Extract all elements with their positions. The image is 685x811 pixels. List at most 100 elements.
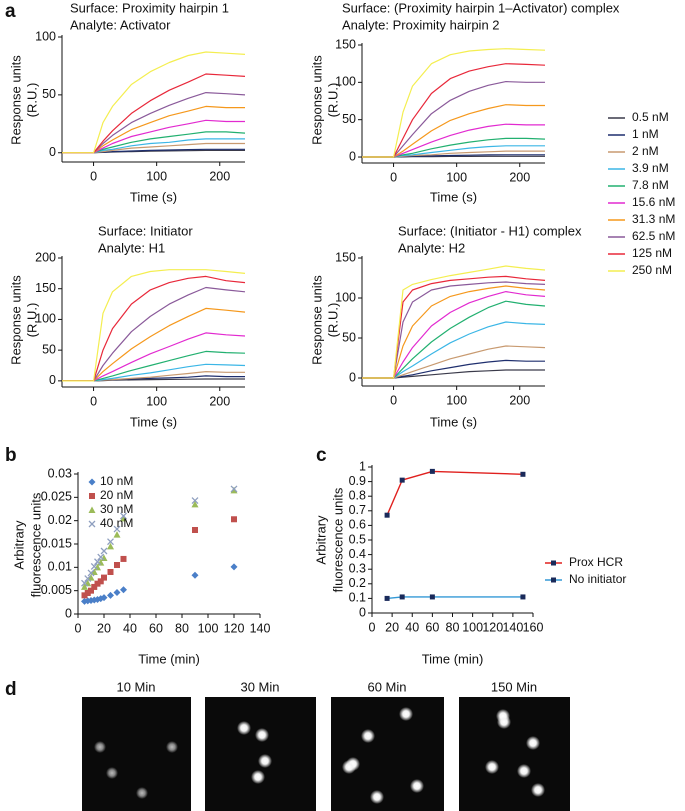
y-tick-label: 0 bbox=[49, 145, 56, 159]
y-tick-label: 0.1 bbox=[349, 591, 366, 605]
marker bbox=[90, 568, 98, 575]
series-line bbox=[62, 138, 245, 154]
marker bbox=[520, 471, 526, 477]
legend-label: 40 nM bbox=[100, 516, 133, 530]
x-tick-label: 0 bbox=[369, 620, 376, 634]
marker bbox=[192, 527, 198, 533]
y-tick-label: 50 bbox=[342, 112, 356, 126]
marker bbox=[87, 569, 95, 577]
y-axis-label: Response units bbox=[309, 275, 324, 365]
marker bbox=[120, 514, 127, 522]
marker bbox=[429, 594, 435, 600]
series-line bbox=[362, 81, 545, 158]
x-tick-label: 60 bbox=[425, 620, 439, 634]
marker bbox=[230, 563, 238, 571]
legend-marker bbox=[551, 577, 556, 583]
y-tick-label: 0.7 bbox=[349, 503, 366, 517]
legend-label: 0.5 nM bbox=[632, 110, 669, 124]
image-label: 30 Min bbox=[240, 679, 279, 694]
series-line bbox=[62, 92, 246, 154]
y-tick-label: 0.5 bbox=[349, 532, 366, 546]
chart-title: Surface: Proximity hairpin 1 bbox=[70, 0, 229, 15]
series-line bbox=[362, 345, 546, 379]
marker bbox=[84, 575, 92, 582]
series-line bbox=[362, 321, 546, 379]
x-tick-label: 140 bbox=[502, 620, 523, 634]
panel-label: b bbox=[5, 445, 17, 466]
chart-subtitle: Analyte: Activator bbox=[70, 17, 171, 32]
y-tick-label: 0.02 bbox=[48, 513, 72, 527]
series-line bbox=[362, 123, 545, 158]
micrographs: 10 Min 30 Min 60 Min 150 Min bbox=[82, 679, 570, 811]
marker bbox=[94, 558, 101, 566]
legend-label: 20 nM bbox=[100, 488, 133, 502]
y-tick-label: 0.8 bbox=[349, 488, 366, 502]
y-tick-label: 100 bbox=[35, 29, 56, 43]
chart-subtitle: Analyte: H2 bbox=[398, 240, 465, 255]
marker bbox=[107, 542, 114, 550]
x-axis-label: Time (s) bbox=[130, 414, 177, 429]
x-tick-label: 20 bbox=[97, 621, 111, 635]
legend-marker bbox=[88, 478, 96, 486]
series-line bbox=[362, 291, 546, 379]
marker bbox=[120, 555, 127, 562]
legend-marker bbox=[88, 520, 96, 528]
y-axis-label: fluorescence units bbox=[28, 492, 43, 597]
series-line bbox=[62, 142, 245, 154]
marker bbox=[429, 468, 435, 474]
series-line bbox=[362, 300, 546, 379]
marker bbox=[90, 562, 98, 570]
y-axis-label: Arbitrary bbox=[11, 520, 26, 570]
series-line bbox=[62, 269, 246, 382]
marker bbox=[113, 589, 121, 597]
y-tick-label: 0.01 bbox=[48, 560, 72, 574]
x-tick-label: 200 bbox=[509, 393, 530, 407]
x-axis-label: Time (s) bbox=[430, 189, 477, 204]
y-axis-label: fluorescence units bbox=[330, 487, 345, 592]
marker bbox=[100, 547, 108, 555]
image-label: 150 Min bbox=[491, 679, 537, 694]
y-tick-label: 200 bbox=[35, 250, 56, 264]
series-line bbox=[387, 596, 523, 600]
marker bbox=[100, 594, 108, 602]
legend-marker bbox=[551, 560, 556, 566]
chart-subtitle: Analyte: Proximity hairpin 2 bbox=[342, 17, 500, 32]
series-line bbox=[362, 63, 546, 158]
marker bbox=[107, 591, 114, 599]
marker bbox=[191, 571, 199, 579]
micrograph bbox=[205, 697, 316, 811]
x-tick-label: 80 bbox=[446, 620, 460, 634]
x-tick-label: 0 bbox=[75, 621, 82, 635]
marker bbox=[113, 525, 121, 533]
legend-label: No initiator bbox=[569, 572, 626, 586]
y-tick-label: 0 bbox=[49, 373, 56, 387]
legend-marker bbox=[89, 493, 95, 499]
series-line bbox=[362, 265, 546, 379]
x-tick-label: 120 bbox=[482, 620, 503, 634]
marker bbox=[97, 578, 104, 585]
y-tick-label: 0.4 bbox=[349, 547, 366, 561]
y-tick-label: 0.9 bbox=[349, 474, 366, 488]
y-tick-label: 0.025 bbox=[41, 490, 72, 504]
y-tick-label: 0.005 bbox=[41, 583, 72, 597]
marker bbox=[384, 512, 390, 518]
y-tick-label: 150 bbox=[35, 281, 56, 295]
x-tick-label: 40 bbox=[405, 620, 419, 634]
series-line bbox=[362, 275, 546, 379]
y-tick-label: 0.2 bbox=[349, 576, 366, 590]
legend-label: 31.3 nM bbox=[632, 212, 675, 226]
series-line bbox=[362, 369, 545, 379]
y-tick-label: 0.03 bbox=[48, 466, 72, 480]
x-tick-label: 100 bbox=[198, 621, 219, 635]
x-tick-label: 0 bbox=[90, 169, 97, 183]
x-tick-label: 100 bbox=[446, 170, 467, 184]
x-tick-label: 40 bbox=[123, 621, 137, 635]
x-tick-label: 100 bbox=[446, 393, 467, 407]
y-axis-label: Response units bbox=[8, 275, 23, 365]
marker bbox=[84, 590, 91, 596]
series-line bbox=[362, 359, 545, 379]
x-tick-label: 200 bbox=[209, 169, 230, 183]
x-tick-label: 100 bbox=[146, 394, 167, 408]
marker bbox=[230, 485, 238, 493]
